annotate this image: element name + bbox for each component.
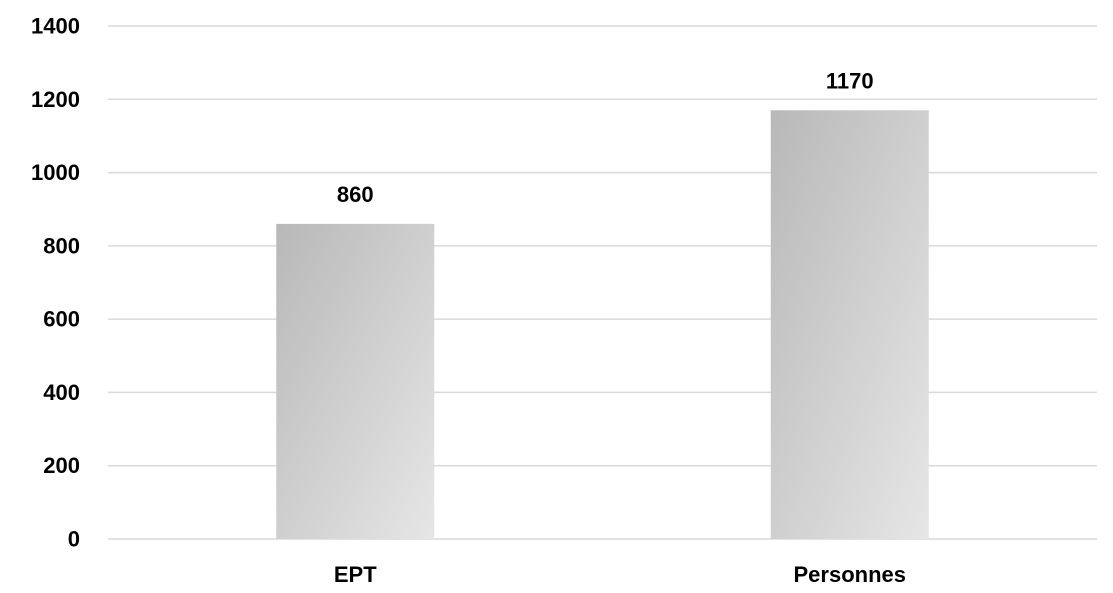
y-tick-label: 400 <box>43 380 80 405</box>
bars <box>276 110 929 540</box>
bar-ept <box>276 223 435 539</box>
gridlines <box>108 25 1097 540</box>
category-label-personnes: Personnes <box>794 562 907 587</box>
y-tick-label: 600 <box>43 307 80 332</box>
x-axis-category-labels: EPT Personnes <box>334 562 906 587</box>
category-label-ept: EPT <box>334 562 377 587</box>
y-tick-label: 1200 <box>31 87 80 112</box>
data-label-personnes: 1170 <box>826 68 874 93</box>
bar-personnes <box>770 110 929 540</box>
y-tick-label: 800 <box>43 233 80 258</box>
data-label-ept: 860 <box>337 182 374 207</box>
data-labels: 860 1170 <box>337 68 874 207</box>
y-tick-label: 1400 <box>31 14 80 39</box>
y-axis-tick-labels: 0 200 400 600 800 1000 1200 1400 <box>31 14 80 552</box>
y-tick-label: 200 <box>43 453 80 478</box>
y-tick-label: 0 <box>68 527 80 552</box>
y-tick-label: 1000 <box>31 160 80 185</box>
